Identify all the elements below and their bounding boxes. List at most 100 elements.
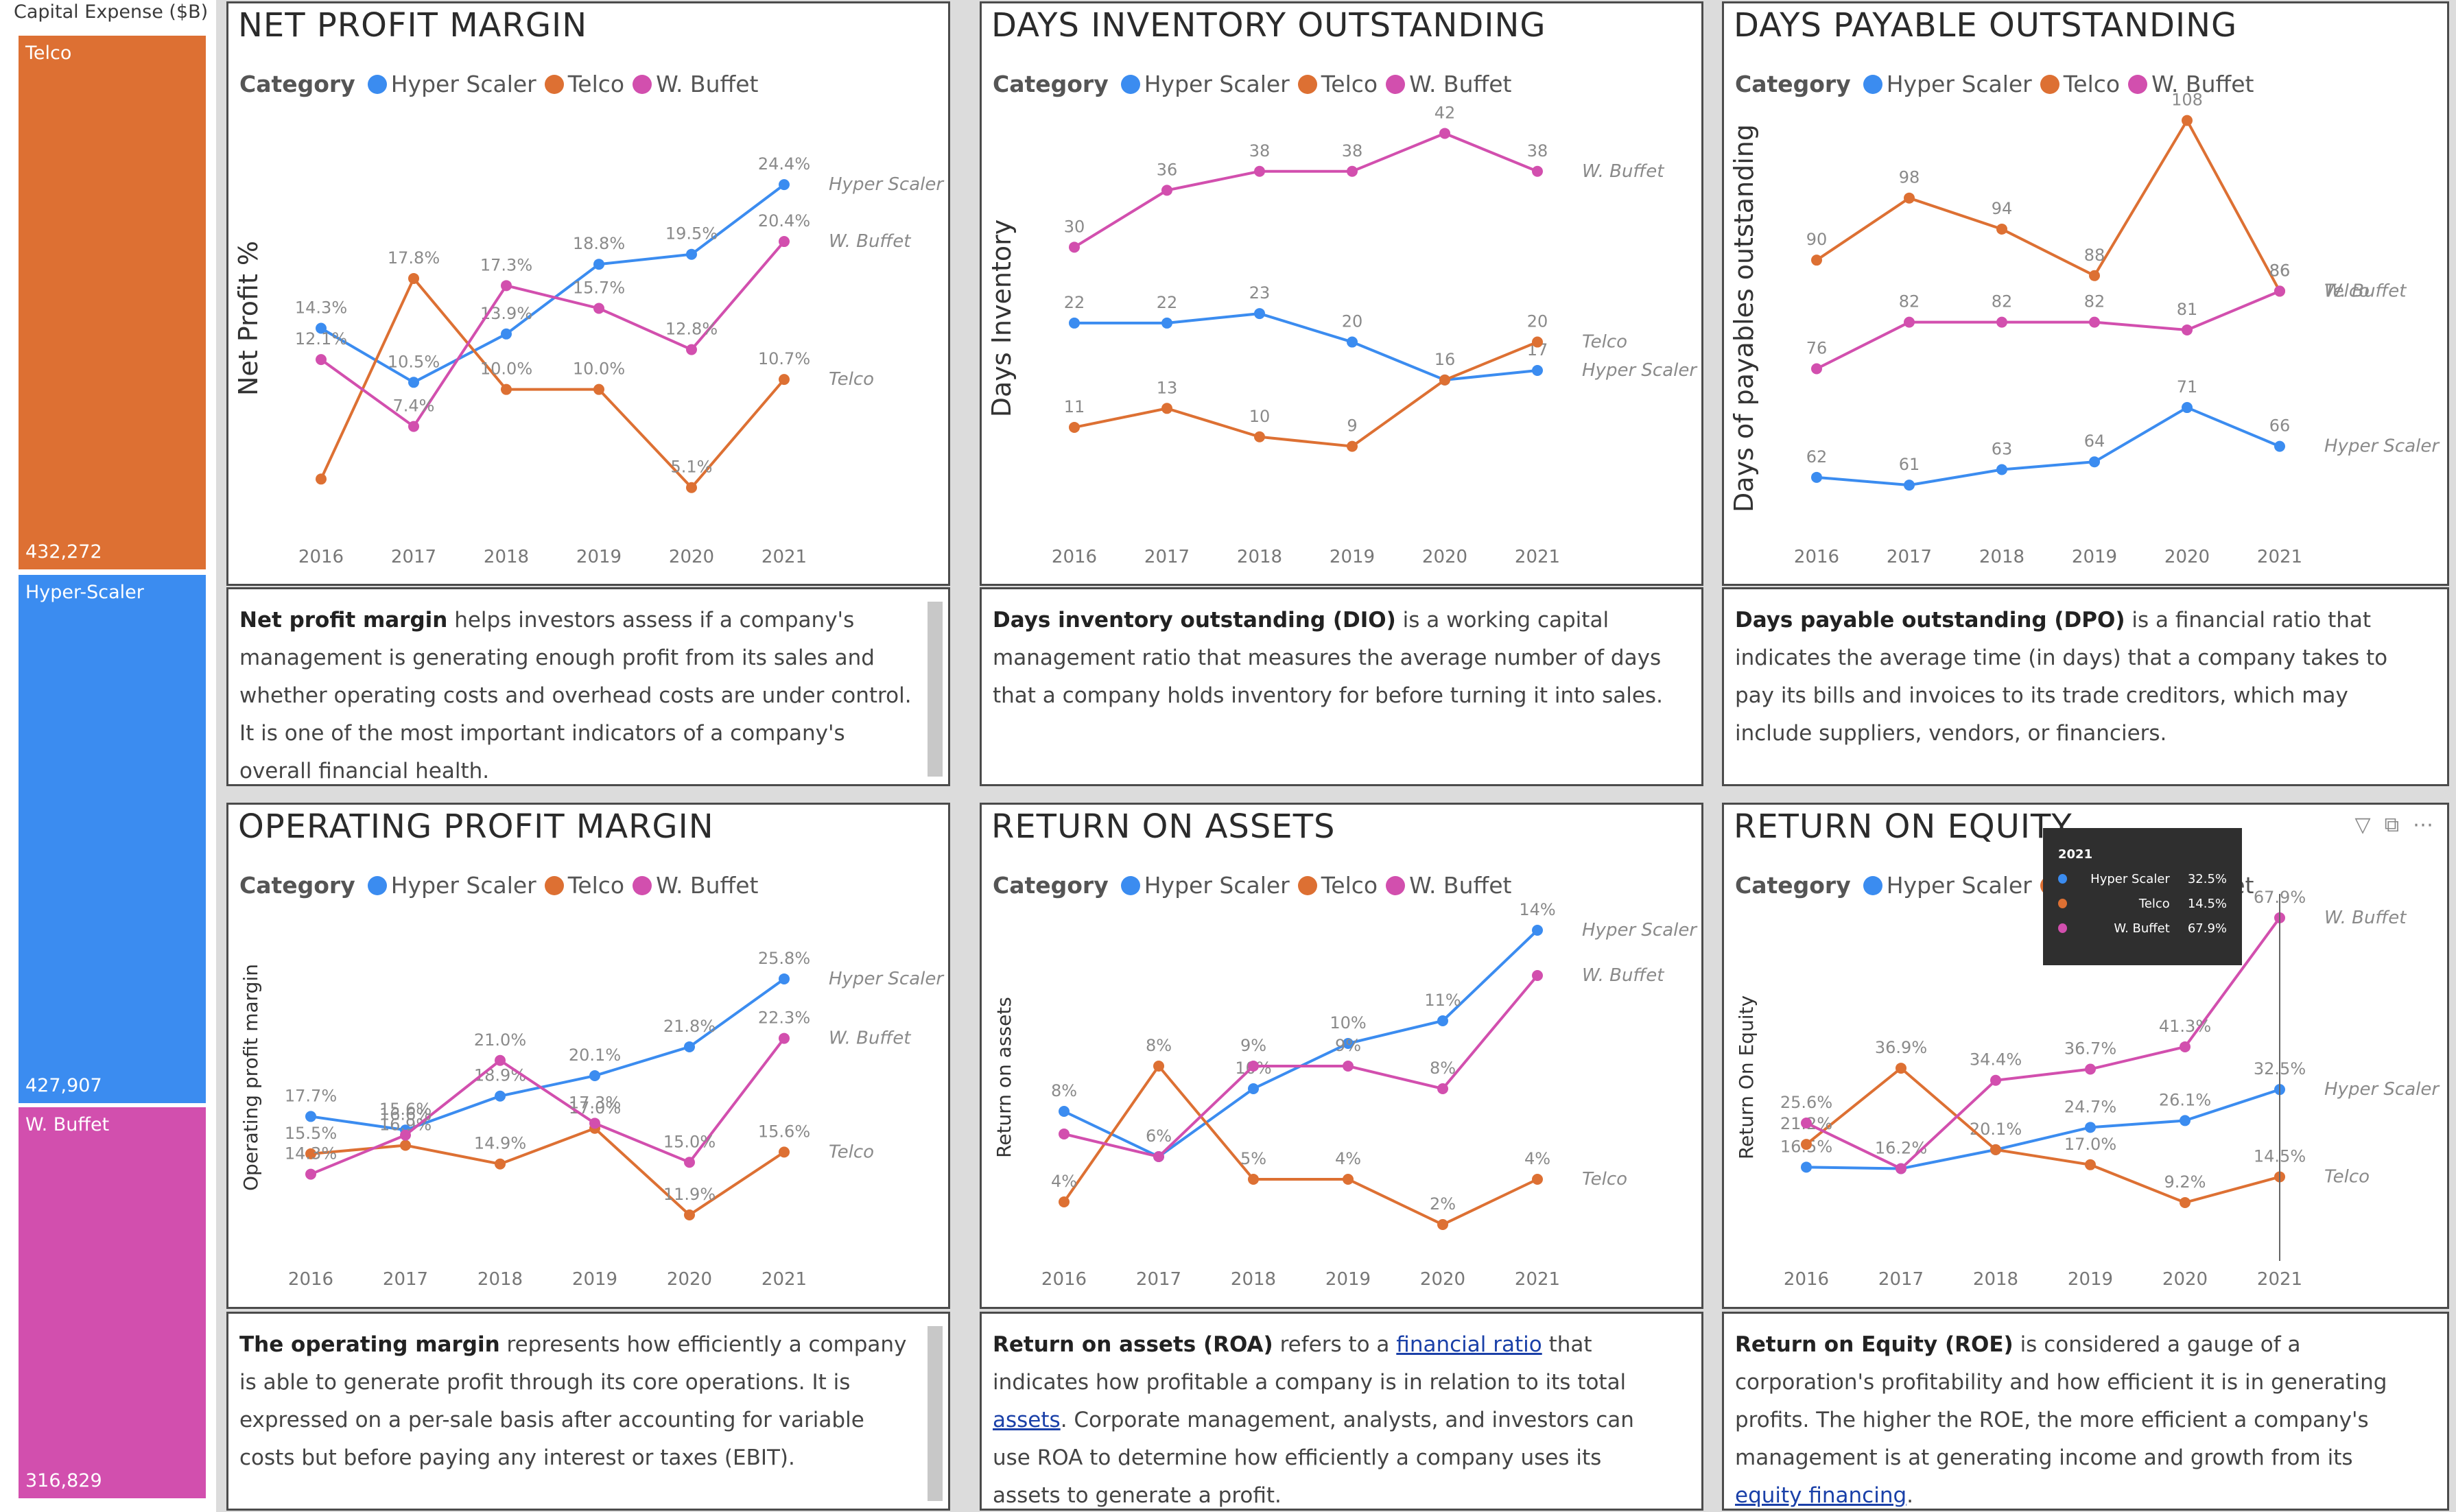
description-text: Net profit margin helps investors assess… [239,602,921,784]
legend-dot-icon [1386,875,1406,895]
data-point-hyper-scaler-2016 [1811,471,1822,483]
treemap-value: 316,829 [25,1470,102,1491]
description-text: The operating margin represents how effi… [239,1326,921,1477]
legend-item-w-buffet[interactable]: W. Buffet [1386,872,1511,899]
days-payable-outstanding-chart[interactable]: Days of payables outstanding 2016 2017 2018… [1722,1,2449,586]
data-label-hyper-scaler-2021: 24.4% [758,154,810,174]
legend-item-hyper-scaler[interactable]: Hyper Scaler [1120,872,1290,899]
net-profit-margin-chart[interactable]: Net Profit % 2016 2017 2018 2019 2020 2021 14.3… [226,1,950,586]
data-label-telco-2021: 86 [2269,261,2291,280]
equity-financing-link[interactable]: equity financing [1735,1483,1907,1508]
operating-profit-margin-chart[interactable]: Operating profit margin 2016 2017 2018 2019 2… [226,803,950,1309]
legend-item-hyper-scaler[interactable]: Hyper Scaler [1120,71,1290,97]
data-point-telco-2020 [686,482,697,493]
legend-dot-icon [2058,874,2068,884]
data-label-hyper-scaler-2019: 10% [1330,1013,1366,1032]
treemap-block-telco[interactable]: Telco 432,272 [19,36,206,569]
description-text: Days payable outstanding (DPO) is a fina… [1735,602,2420,753]
days-inventory-outstanding-chart[interactable]: Days Inventory 2016 2017 2018 2019 2020 2021 22… [980,1,1703,586]
chart-canvas: Days of payables outstanding 2016 2017 2018… [1729,91,2440,567]
legend-item-telco[interactable]: Telco [1297,71,1378,97]
legend-label: W. Buffet [1409,872,1512,899]
data-label-w-buffet-2018: 82 [1992,292,2013,311]
x-tick-label-2018: 2018 [1237,547,1282,567]
legend-item-hyper-scaler[interactable]: Hyper Scaler [1863,872,2032,899]
legend-dot-icon [544,74,564,94]
legend-item-w-buffet[interactable]: W. Buffet [633,872,758,899]
legend-dot-icon [1297,74,1317,94]
focus-mode-icon[interactable]: ⧉ [2384,813,2399,837]
x-tick-label-2020: 2020 [669,547,714,567]
data-label-hyper-scaler-2016: 22 [1064,293,1085,312]
data-label-w-buffet-2020: 15.0% [663,1132,716,1151]
filter-icon[interactable]: ▽ [2354,813,2371,837]
data-point-hyper-scaler-2016 [305,1111,316,1122]
legend-dot-icon [1863,74,1882,94]
series-line-hyper-scaler [1074,312,1538,381]
scrollbar[interactable] [928,1326,943,1501]
data-label-telco-2020: 5.1% [671,458,713,477]
legend-item-telco[interactable]: Telco [544,71,624,97]
x-tick-label-2017: 2017 [1878,1269,1924,1290]
series-end-label-hyper-scaler: Hyper Scaler [829,969,945,989]
data-point-hyper-scaler-2021 [779,179,790,191]
legend-item-hyper-scaler[interactable]: Hyper Scaler [367,71,536,97]
legend-item-hyper-scaler[interactable]: Hyper Scaler [1863,71,2032,97]
more-options-icon[interactable]: ⋯ [2413,813,2433,837]
return-on-assets-chart[interactable]: Return on assets 2016 2017 2018 2019 2020 2021… [980,803,1703,1309]
legend-item-telco[interactable]: Telco [544,872,624,899]
data-label-w-buffet-2016: 25.6% [1780,1093,1832,1112]
x-tick-label-2016: 2016 [288,1269,333,1290]
legend-item-w-buffet[interactable]: W. Buffet [1386,71,1511,97]
data-point-telco-2020 [2182,115,2193,126]
data-point-telco-2016 [1811,255,1822,266]
legend-item-hyper-scaler[interactable]: Hyper Scaler [367,872,536,899]
x-tick-label-2018: 2018 [1973,1269,2018,1290]
legend-dot-icon [1120,875,1140,895]
data-label-w-buffet-2020: 42 [1434,103,1456,122]
treemap-block-hyper-scaler[interactable]: Hyper-Scaler 427,907 [19,575,206,1103]
data-label-hyper-scaler-2020: 11% [1424,991,1461,1010]
data-label-hyper-scaler-2018: 20.1% [1970,1120,2022,1139]
data-point-w-buffet-2018 [495,1054,506,1066]
scrollbar[interactable] [928,602,943,777]
data-label-w-buffet-2020: 41.3% [2159,1017,2211,1036]
legend-title: Category [993,71,1109,97]
data-point-telco-2019 [2089,270,2100,281]
data-point-hyper-scaler-2019 [2085,1122,2096,1133]
data-point-w-buffet-2019 [593,303,604,314]
data-label-telco-2016: 15.5% [285,1124,337,1143]
data-label-w-buffet-2016: 76 [1806,339,1828,358]
tooltip-row: Telco 14.5% [2058,891,2227,916]
description-body: . Corporate management, analysts, and in… [993,1408,1634,1508]
data-point-hyper-scaler-2017 [408,377,419,388]
data-label-w-buffet-2018: 9% [1240,1036,1266,1055]
legend-dot-icon [633,875,652,895]
series-end-label-telco: Telco [2324,281,2370,301]
tooltip-value: 32.5% [2187,871,2227,886]
data-point-w-buffet-2021 [2274,285,2285,297]
return-on-equity-chart[interactable]: Return On Equity 2016 2017 2018 2019 2020 2021… [1722,803,2449,1309]
data-label-telco-2021: 15.6% [758,1122,810,1141]
x-tick-label-2017: 2017 [383,1269,428,1290]
legend-label: Telco [1321,71,1378,97]
data-label-hyper-scaler-2016: 17.7% [285,1086,337,1105]
assets-link[interactable]: assets [993,1408,1061,1432]
data-point-hyper-scaler-2019 [2089,456,2100,468]
x-tick-label-2017: 2017 [1144,547,1190,567]
legend-item-telco[interactable]: Telco [2040,71,2120,97]
treemap-block-w-buffet[interactable]: W. Buffet 316,829 [19,1107,206,1498]
data-label-w-buffet-2019: 17.3% [569,1093,621,1112]
financial-ratio-link[interactable]: financial ratio [1396,1332,1542,1357]
legend-item-w-buffet[interactable]: W. Buffet [633,71,758,97]
data-label-w-buffet-2017: 82 [1899,292,1920,311]
data-point-hyper-scaler-2016 [1059,1106,1070,1117]
data-label-telco-2017: 36.9% [1875,1038,1927,1057]
description-body: is a working capital management ratio th… [993,608,1663,708]
days-inventory-outstanding-description: Days inventory outstanding (DIO) is a wo… [980,587,1703,786]
legend-item-telco[interactable]: Telco [1297,872,1378,899]
legend-item-w-buffet[interactable]: W. Buffet [2128,71,2254,97]
data-point-w-buffet-2018 [1254,165,1265,177]
description-body: . [1906,1483,1914,1508]
x-tick-label-2019: 2019 [1330,547,1375,567]
